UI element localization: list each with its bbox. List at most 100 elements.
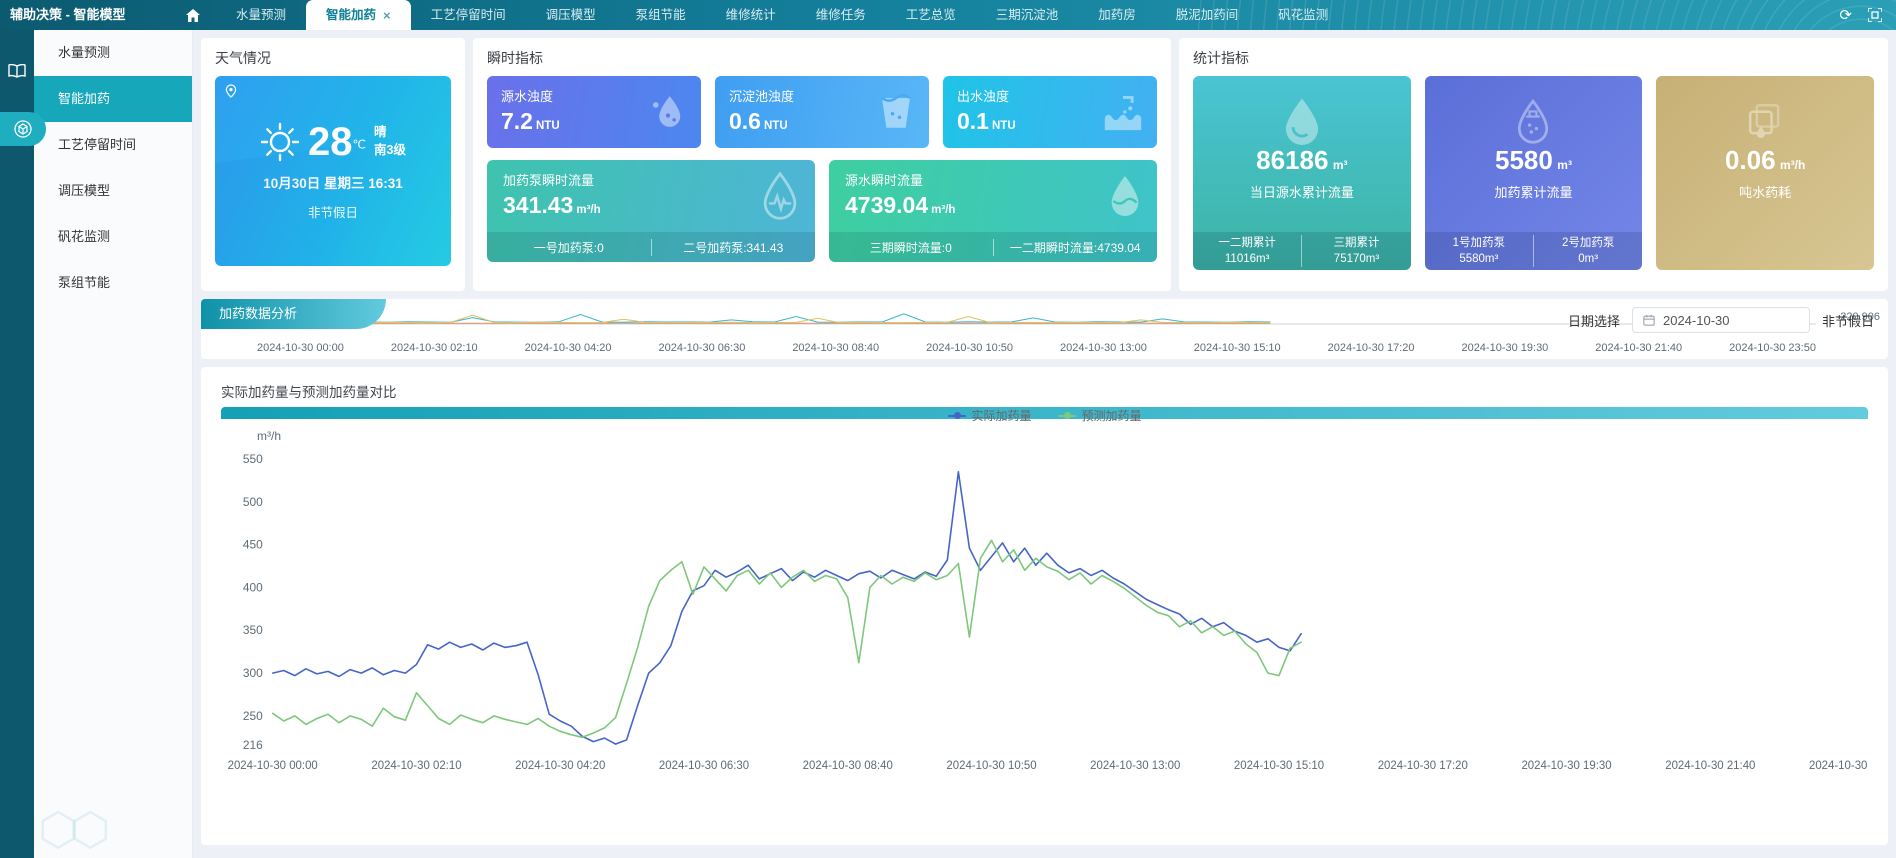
y-tick-label: 350 — [243, 623, 263, 637]
tab-10[interactable]: 脱泥加药间 — [1156, 0, 1259, 30]
instant-section-title: 瞬时指标 — [487, 50, 543, 66]
sidebar-item-3[interactable]: 调压模型 — [58, 183, 111, 198]
tab-3[interactable]: 调压模型 — [526, 0, 616, 30]
tab-6[interactable]: 维修任务 — [796, 0, 886, 30]
stat-card-dosing-total: 5580 m³ 加药累计流量 1号加药泵 5580m³ 2号加药泵 0m³ — [1424, 76, 1643, 270]
chart-title: 实际加药量与预测加药量对比 — [221, 385, 397, 400]
axis-tick-label: 2024-10-30 19:30 — [1461, 342, 1549, 354]
tab-5[interactable]: 维修统计 — [706, 0, 796, 30]
datazoom-preview-svg — [256, 313, 1816, 325]
phase12-total: 一二期累计 11016m³ — [1218, 236, 1276, 265]
weather-date: 10月30日 星期三 16:31 — [263, 175, 403, 191]
axis-tick-label: 2024-10-30 02:10 — [390, 342, 478, 354]
close-icon[interactable]: × — [383, 7, 391, 23]
metric-title: 源水瞬时流量 — [845, 173, 924, 188]
tab-2[interactable]: 工艺停留时间 — [411, 0, 526, 30]
droplet-bubbles-icon — [652, 96, 681, 127]
flow-card-footer: 三期瞬时流量:0 一二期瞬时流量:4739.04 — [829, 232, 1157, 262]
line-chart: 216 250 300 350 400 450 500 550 2024-10-30 00:00… — [221, 445, 1896, 802]
y-tick-label: 450 — [243, 538, 263, 552]
tab-11[interactable]: 矾花监测 — [1258, 0, 1348, 30]
calendar-icon — [1643, 314, 1655, 326]
stat-label: 当日源水累计流量 — [1249, 184, 1354, 200]
model-cube-icon — [14, 120, 32, 138]
flow-card-footer: 一号加药泵:0 二号加药泵:341.43 — [487, 232, 815, 262]
x-tick-label: 2024-10-30 21:40 — [1665, 760, 1755, 772]
sidebar-item-4[interactable]: 矾花监测 — [58, 229, 111, 244]
tab-9[interactable]: 加药房 — [1078, 0, 1156, 30]
instant-metrics-panel: 瞬时指标 源水浊度 7.2 NTU 沉淀池浊度 0.6 NTU — [473, 38, 1171, 291]
tab-label: 加药房 — [1098, 8, 1136, 22]
topbar-actions: ⟳ — [1839, 0, 1882, 30]
sidebar-item-1[interactable]: 智能加药 — [34, 76, 192, 122]
preview-cyan — [256, 313, 1271, 323]
x-tick-label: 2024-10-30 08:40 — [803, 760, 893, 772]
y-tick-label: 250 — [243, 709, 263, 723]
sidebar-item-0[interactable]: 水量预测 — [58, 45, 111, 60]
legend-item-predicted[interactable]: 预测加药量 — [1057, 407, 1142, 424]
date-value: 2024-10-30 — [1662, 312, 1730, 328]
tab-4[interactable]: 泵组节能 — [616, 0, 706, 30]
metric-card-output-turbidity: 出水浊度 0.1 NTU — [943, 76, 1157, 148]
tab-label: 水量预测 — [236, 8, 287, 22]
preview-yellow — [256, 314, 1271, 324]
tab-label: 泵组节能 — [635, 8, 686, 22]
stat-footer: 一二期累计 11016m³ 三期累计 75170m³ — [1193, 232, 1411, 270]
stats-panel: 统计指标 86186 m³ 当日源水累计流量 一二期累计 11016m³ 三期累计… — [1179, 38, 1888, 291]
weather-temp: 28 — [308, 119, 353, 164]
kpi-row: 天气情况 — [201, 38, 1888, 291]
home-icon — [186, 8, 200, 22]
metric-title: 加药泵瞬时流量 — [503, 173, 595, 188]
weather-wind: 南3级 — [374, 142, 406, 157]
tab-0[interactable]: 水量预测 — [216, 0, 306, 30]
pump1-instant-value: 一号加药泵:0 — [533, 240, 604, 255]
line-chart-svg: 216 250 300 350 400 450 500 550 2024-10-30 00:00… — [228, 452, 1896, 772]
legend-item-actual[interactable]: 实际加药量 — [947, 407, 1032, 424]
rail-item-docs[interactable] — [0, 54, 34, 88]
sidebar-item-2[interactable]: 工艺停留时间 — [58, 137, 137, 152]
x-tick-label: 2024-10-30 23:50 — [1809, 760, 1868, 772]
dosing-analysis-panel: 加药数据分析 日期选择 2024-10-30 非节假日 0.08 220.906… — [201, 299, 1888, 359]
sidebar-item-5[interactable]: 泵组节能 — [58, 275, 111, 290]
axis-tick-label: 2024-10-30 08:40 — [792, 342, 880, 354]
metric-value: 341.43 — [503, 192, 574, 218]
weather-main: 28℃ 晴 南3级 — [260, 122, 406, 162]
water-wave-icon — [1104, 96, 1142, 131]
tab-label: 工艺总览 — [905, 8, 956, 22]
y-tick-label: 216 — [243, 738, 263, 752]
cup-icon — [881, 94, 911, 128]
metric-card-source-turbidity: 源水浊度 7.2 NTU — [487, 76, 701, 148]
date-controls: 日期选择 2024-10-30 非节假日 — [1568, 307, 1874, 333]
tab-8[interactable]: 三期沉淀池 — [976, 0, 1079, 30]
pump2-instant-value: 二号加药泵:341.43 — [650, 238, 816, 256]
metric-unit: m³/h — [576, 204, 601, 216]
date-picker-input[interactable]: 2024-10-30 — [1631, 307, 1810, 333]
stat-card-daily-source-flow: 86186 m³ 当日源水累计流量 一二期累计 11016m³ 三期累计 75170… — [1193, 76, 1411, 270]
tab-label: 矾花监测 — [1278, 8, 1329, 22]
chart-legend: 实际加药量 预测加药量 — [947, 407, 1142, 424]
pump-pulse-icon — [763, 171, 797, 220]
datazoom-max-label: 220.906 — [1840, 311, 1880, 323]
stats-section-title: 统计指标 — [1193, 50, 1249, 66]
rail-item-models[interactable] — [0, 112, 46, 146]
dosing-drop-icon — [1518, 98, 1549, 144]
legend-marker-predicted — [1057, 412, 1076, 419]
flow-card-dosing-pump: 加药泵瞬时流量 341.43 m³/h 一号加药泵:0 二号加药泵:341.43 — [487, 160, 815, 262]
date-select-label: 日期选择 — [1567, 313, 1620, 329]
stats-cards: 86186 m³ 当日源水累计流量 一二期累计 11016m³ 三期累计 75170… — [1193, 76, 1874, 270]
tab-strip: 水量预测 智能加药 × 工艺停留时间 调压模型 泵组节能 维修统计 维修任务 工艺总览 三期沉淀池… — [216, 0, 1348, 30]
tab-label: 调压模型 — [545, 8, 596, 22]
stat-label: 吨水药耗 — [1739, 184, 1792, 200]
refresh-icon[interactable]: ⟳ — [1839, 6, 1852, 24]
fullscreen-icon[interactable] — [1868, 8, 1882, 22]
datazoom-preview[interactable] — [256, 307, 1816, 329]
metric-value: 0.6 — [729, 108, 761, 134]
metric-unit: NTU — [763, 120, 788, 132]
consumption-box-icon — [1749, 103, 1780, 139]
axis-tick-label: 2024-10-30 23:50 — [1729, 342, 1816, 354]
sun-icon — [260, 122, 300, 161]
tab-1[interactable]: 智能加药 × — [306, 0, 411, 30]
tab-7[interactable]: 工艺总览 — [886, 0, 976, 30]
home-button[interactable] — [170, 0, 216, 30]
metric-value: 7.2 — [501, 108, 533, 134]
